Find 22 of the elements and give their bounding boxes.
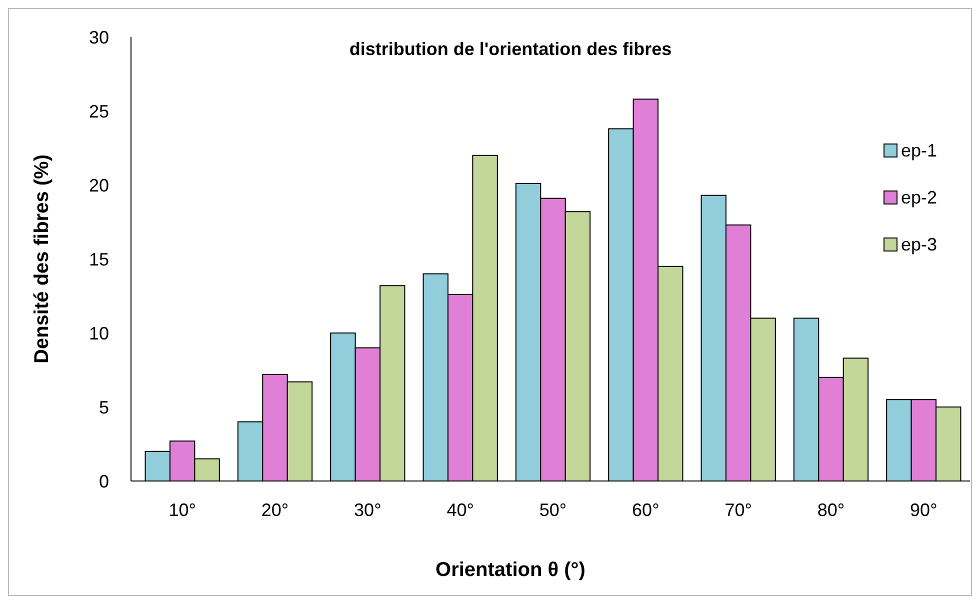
x-tick-label: 10° <box>168 500 196 520</box>
y-tick-label: 15 <box>88 249 109 270</box>
x-tick-label: 70° <box>724 500 752 520</box>
legend-label: ep-2 <box>901 187 938 208</box>
x-tick-label: 40° <box>446 500 474 520</box>
y-tick-label: 30 <box>88 27 109 48</box>
y-tick-label: 20 <box>88 175 109 196</box>
y-tick-label: 0 <box>98 471 109 492</box>
x-axis-title: Orientation θ (°) <box>436 559 586 581</box>
x-tick-label: 90° <box>910 500 938 520</box>
x-tick-label: 60° <box>632 500 660 520</box>
y-tick-label: 10 <box>88 323 109 344</box>
legend-label: ep-3 <box>901 234 938 254</box>
x-tick-label: 50° <box>539 500 567 520</box>
x-tick-label: 30° <box>354 500 382 520</box>
y-tick-label: 25 <box>88 101 109 122</box>
x-tick-label: 20° <box>261 500 289 520</box>
chart-title: distribution de l'orientation des fibres <box>349 39 672 59</box>
y-tick-label: 5 <box>98 397 109 418</box>
legend-label: ep-1 <box>901 140 938 160</box>
y-axis-title: Densité des fibres (%) <box>31 154 53 364</box>
x-tick-label: 80° <box>817 500 845 520</box>
